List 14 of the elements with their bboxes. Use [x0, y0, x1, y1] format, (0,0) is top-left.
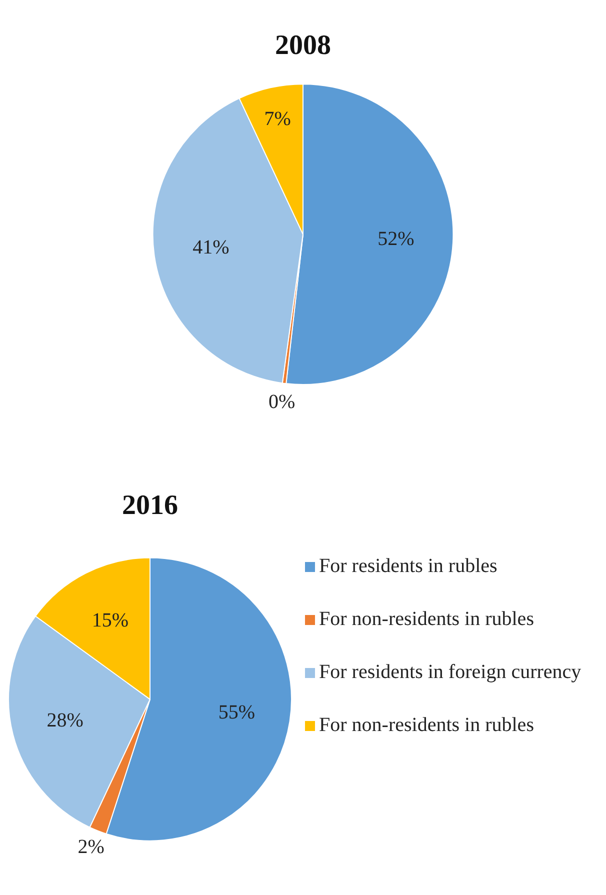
- data-label: 15%: [92, 609, 129, 632]
- data-label: 0%: [268, 390, 296, 413]
- legend-label: For residents in rubles: [319, 555, 498, 578]
- data-label: 52%: [378, 228, 414, 250]
- legend-label: For non-residents in rubles: [319, 714, 534, 737]
- chart-title: 2016: [122, 490, 178, 522]
- chart-title: 2008: [275, 30, 331, 62]
- data-label: 2%: [78, 836, 104, 858]
- legend-label: For residents in foreign currency: [319, 661, 582, 684]
- data-label: 41%: [192, 236, 230, 258]
- data-label: 7%: [264, 108, 291, 130]
- data-label: 28%: [46, 709, 84, 732]
- legend-label: For non-residents in rubles: [319, 608, 534, 631]
- data-label: 55%: [218, 701, 255, 724]
